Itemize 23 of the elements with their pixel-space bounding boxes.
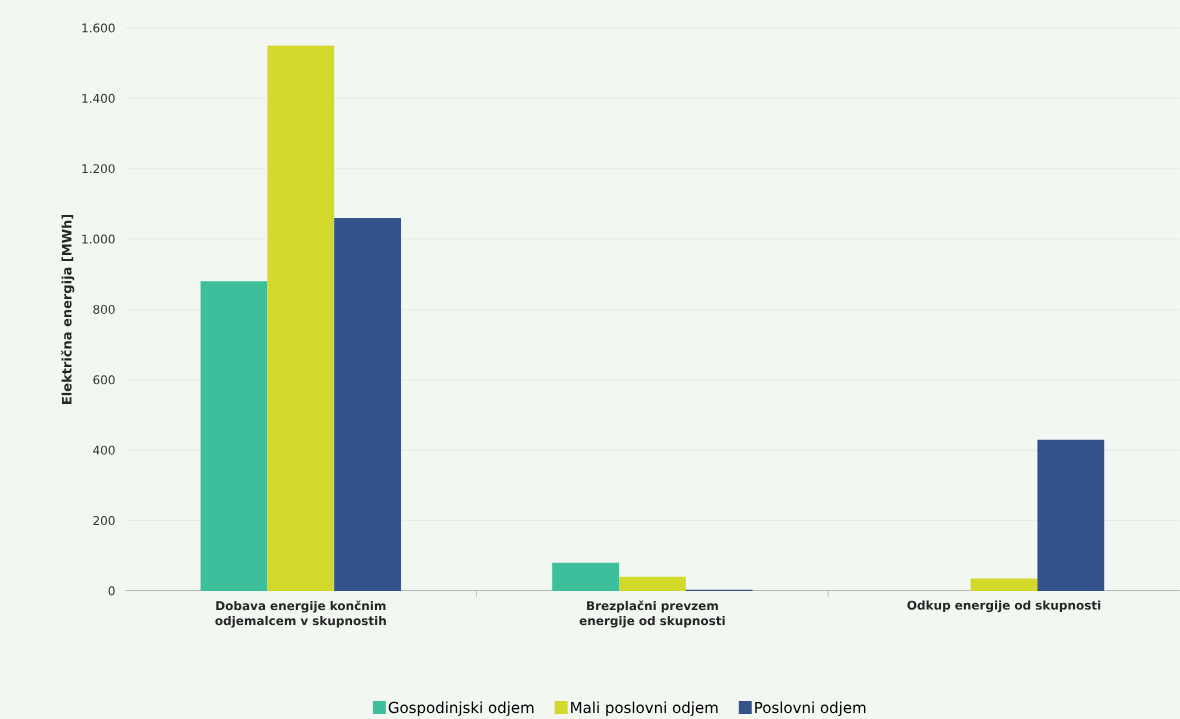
legend-label: Poslovni odjem	[755, 701, 866, 717]
y-tick-label: 800	[93, 304, 115, 315]
bar	[334, 218, 401, 591]
y-tick-label: 1.400	[82, 93, 115, 103]
bar	[619, 576, 686, 591]
y-tick-label: 1.000	[82, 234, 115, 244]
x-tick-label: Brezplačni prevzem energije od skupnosti	[579, 600, 725, 628]
x-tick-label: Odkup energije od skupnosti	[907, 600, 1101, 613]
legend-label: Gospodinjski odjem	[388, 701, 534, 717]
y-tick-label: 0	[108, 586, 115, 596]
bar	[552, 562, 619, 591]
y-tick-label: 200	[93, 516, 115, 526]
y-axis-title: Električna energija [MWh]	[61, 214, 75, 404]
bar	[267, 45, 335, 591]
y-tick-label: 600	[93, 375, 115, 385]
bar	[1037, 439, 1105, 591]
y-tick-label: 400	[93, 445, 115, 455]
bar	[200, 281, 268, 591]
x-tick-label: Dobava energije končnim odjemalcem v skupnostih	[215, 600, 386, 628]
bar	[970, 578, 1038, 591]
legend-label: Mali poslovni odjem	[571, 701, 718, 717]
y-tick-label: 1.200	[82, 164, 115, 174]
y-tick-label: 1.600	[82, 23, 115, 33]
